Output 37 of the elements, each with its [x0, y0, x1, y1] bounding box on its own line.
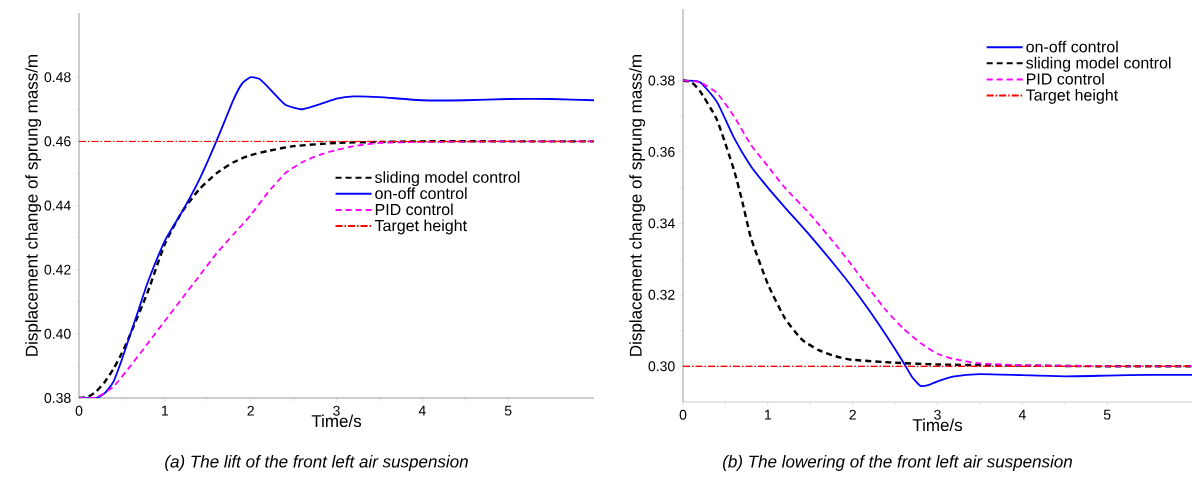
x-tick-label: 1 — [765, 409, 772, 420]
legend-label: sliding model control — [374, 171, 520, 187]
x-tick-label: 0 — [75, 405, 83, 416]
legend-label: PID control — [375, 203, 453, 216]
x-tick-label: 5 — [1103, 409, 1111, 420]
y-tick-label: 0.36 — [648, 146, 675, 157]
y-tick-label: 0.38 — [44, 393, 71, 403]
y-tick-label: 0.30 — [648, 361, 675, 372]
x-tick-label: 2 — [849, 409, 856, 420]
x-tick-label: 3 — [333, 405, 340, 416]
y-tick-label: 0.40 — [44, 328, 71, 339]
legend-label: PID control — [1027, 72, 1104, 85]
legend-label: Target height — [1026, 89, 1119, 104]
x-tick-label: 0 — [679, 409, 687, 420]
text: (b) The lowering of the front left air suspension — [723, 455, 1072, 471]
x-tick-label: 5 — [504, 405, 512, 416]
y-tick-label: 0.34 — [648, 218, 675, 229]
y-axis-title: Displacement change of sprung mass/m — [25, 55, 42, 356]
legend-label: on-off control — [375, 187, 467, 200]
y-tick-label: 0.46 — [44, 136, 71, 147]
x-tick-label: 4 — [1018, 409, 1026, 420]
legend-label: sliding model control — [1026, 56, 1171, 72]
x-tick-label: 4 — [418, 405, 426, 416]
x-tick-label: 3 — [934, 409, 941, 420]
x-axis-title: Time/s — [912, 418, 963, 432]
y-tick-label: 0.42 — [44, 264, 71, 275]
y-tick-label: 0.48 — [44, 72, 71, 83]
x-axis-title: Time/s — [311, 414, 362, 428]
x-tick-label: 1 — [162, 405, 169, 416]
x-tick-label: 2 — [247, 405, 254, 416]
y-tick-label: 0.32 — [648, 289, 675, 300]
legend-label: Target height — [374, 219, 467, 235]
y-tick-label: 0.38 — [648, 75, 675, 86]
y-tick-label: 0.44 — [44, 200, 71, 211]
y-axis-title: Displacement change of sprung mass/m — [629, 55, 646, 356]
legend-label: on-off control — [1026, 40, 1118, 53]
text: (a) The lift of the front left air suspension — [165, 455, 468, 471]
